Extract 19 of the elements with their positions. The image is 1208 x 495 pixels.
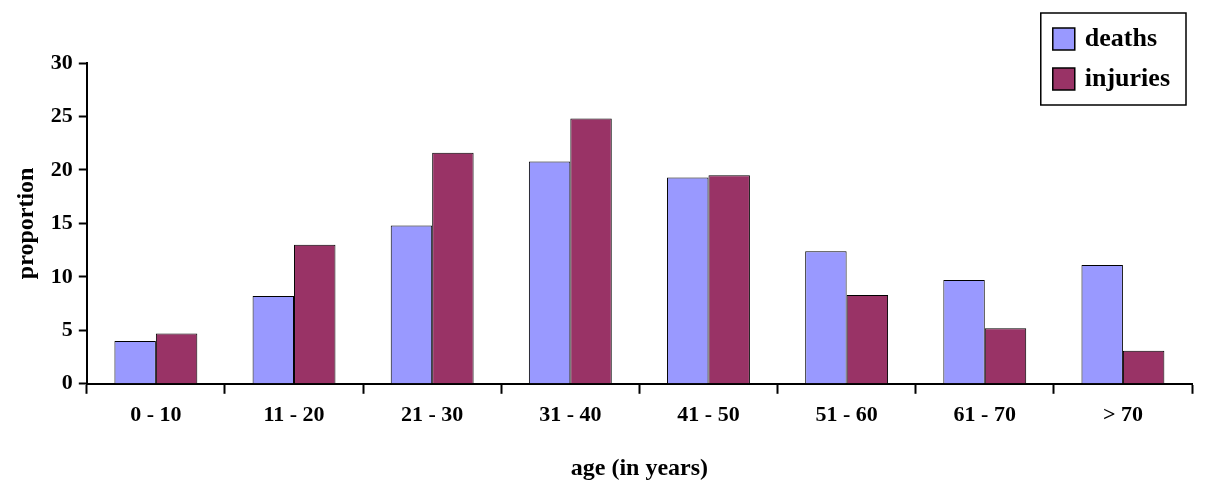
x-tick-label: > 70 xyxy=(1102,400,1143,426)
x-tick-label: 51 - 60 xyxy=(815,400,878,426)
y-tick-label: 15 xyxy=(50,209,73,235)
x-tick-label: 0 - 10 xyxy=(130,400,182,426)
legend-label: deaths xyxy=(1084,22,1158,52)
y-tick-label: 30 xyxy=(50,48,73,74)
x-tick-label: 11 - 20 xyxy=(263,400,325,426)
y-axis-title: proportion xyxy=(11,167,38,280)
y-tick-label: 5 xyxy=(61,316,73,342)
y-tick-label: 20 xyxy=(50,155,73,181)
x-tick-label: 21 - 30 xyxy=(401,400,464,426)
y-tick-label: 25 xyxy=(50,102,73,128)
x-tick-label: 41 - 50 xyxy=(677,400,740,426)
y-tick-label: 10 xyxy=(50,262,73,288)
x-tick-label: 31 - 40 xyxy=(539,400,602,426)
y-tick-label: 0 xyxy=(61,369,73,395)
x-tick-label: 61 - 70 xyxy=(953,400,1016,426)
legend-label: injuries xyxy=(1084,62,1171,92)
x-axis-title: age (in years) xyxy=(570,453,709,480)
